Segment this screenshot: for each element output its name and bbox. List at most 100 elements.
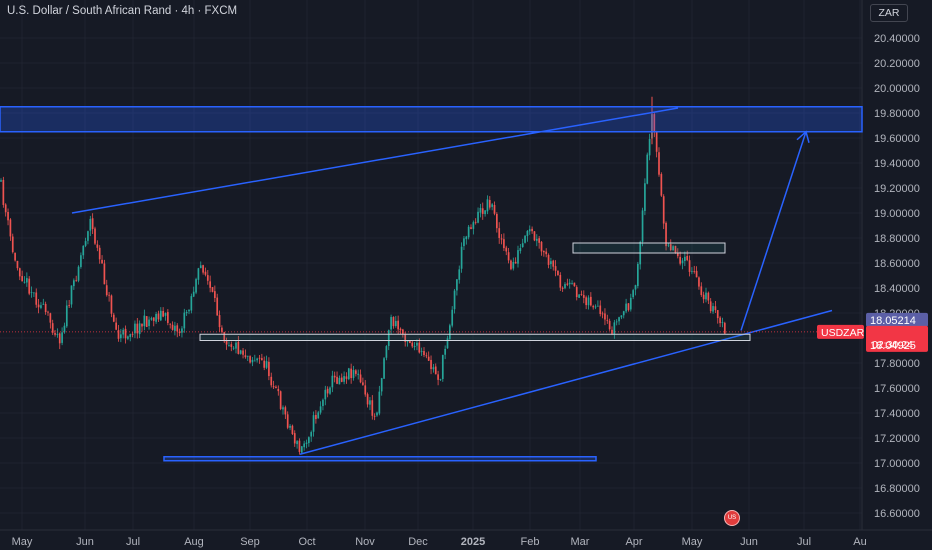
candle <box>434 363 437 375</box>
candle-body <box>298 440 301 452</box>
candle <box>204 267 207 277</box>
candle <box>484 210 486 217</box>
candle <box>488 196 491 210</box>
candle <box>73 278 75 290</box>
candle <box>355 369 357 377</box>
upper-trendline[interactable] <box>71 107 679 214</box>
candle-body <box>557 270 559 276</box>
candle <box>582 290 585 304</box>
time-axis[interactable]: May Jun Jul Aug Sep Oct Nov Dec 2025 Feb Mar Apr May… <box>12 536 867 548</box>
candle <box>618 316 620 325</box>
candle-body <box>75 280 78 282</box>
candle <box>566 278 569 287</box>
candle-body <box>108 294 110 296</box>
candle <box>101 255 103 264</box>
price-tick-label: 20.20000 <box>874 58 920 70</box>
candle <box>531 226 533 234</box>
candle-body <box>721 322 724 324</box>
support-zone-bottom[interactable] <box>163 456 597 462</box>
candle <box>108 291 110 302</box>
projection-arrow[interactable] <box>740 131 807 331</box>
candle-body <box>129 334 132 337</box>
price-tick-label: 17.60000 <box>874 383 920 395</box>
candle <box>691 267 693 275</box>
candle-body <box>300 446 303 453</box>
candle <box>291 424 294 436</box>
candle <box>601 311 604 319</box>
candle <box>465 235 468 245</box>
candle <box>524 235 526 244</box>
candle-body <box>437 374 439 380</box>
price-axis[interactable]: 20.40000 20.20000 20.00000 19.80000 19.60000… <box>874 33 920 520</box>
candle-body <box>413 345 416 348</box>
candle <box>232 346 235 351</box>
time-tick-label: Jul <box>126 536 140 548</box>
candle <box>157 310 160 322</box>
candle <box>575 285 578 301</box>
drawings[interactable] <box>0 106 863 462</box>
candle <box>249 355 251 364</box>
candle <box>338 375 341 385</box>
candle <box>21 270 23 282</box>
candle <box>420 347 423 356</box>
candle-body <box>674 245 677 254</box>
projection-arrow-head[interactable] <box>796 130 810 143</box>
candle <box>11 233 14 254</box>
candle-body <box>416 342 418 346</box>
candle-body <box>698 277 700 287</box>
candle-body <box>364 385 367 395</box>
support-zone-mid[interactable] <box>199 333 751 341</box>
candle <box>460 242 463 273</box>
candle-body <box>181 328 183 333</box>
price-tick-label: 19.60000 <box>874 133 920 145</box>
candle <box>369 397 371 411</box>
candle-body <box>40 305 42 308</box>
candle <box>411 339 414 349</box>
candle <box>387 329 390 351</box>
candle <box>491 203 493 211</box>
price-tick-label: 17.20000 <box>874 433 920 445</box>
candle-body <box>653 114 656 133</box>
candle <box>176 323 179 338</box>
candle-body <box>371 400 374 416</box>
candle-body <box>143 315 146 327</box>
symbol-tag: USDZAR <box>821 327 865 339</box>
candle-body <box>136 323 139 334</box>
price-tick-label: 19.80000 <box>874 108 920 120</box>
time-tick-label: Au <box>853 536 866 548</box>
candle <box>192 286 195 298</box>
resistance-zone-small[interactable] <box>572 242 726 254</box>
price-tick-label: 19.00000 <box>874 208 920 220</box>
currency-button[interactable]: ZAR <box>870 4 908 22</box>
candle-body <box>573 282 576 287</box>
candle <box>289 423 291 431</box>
candle <box>688 255 691 277</box>
candle <box>26 272 28 287</box>
candle <box>458 265 461 284</box>
candle <box>667 243 670 248</box>
candle <box>606 314 609 324</box>
candle-body <box>552 260 555 267</box>
us-flag-icon[interactable]: US <box>724 510 740 526</box>
candle <box>277 385 280 396</box>
candle <box>134 320 136 339</box>
candle-body <box>58 333 61 344</box>
candle <box>545 248 548 258</box>
candle-body <box>432 367 435 370</box>
candle-body <box>7 211 9 221</box>
candle <box>700 282 703 297</box>
candle-body <box>195 279 197 293</box>
candle <box>622 310 625 319</box>
candle <box>178 328 181 337</box>
candle <box>308 436 310 447</box>
candle-body <box>676 252 679 257</box>
candle <box>698 276 700 290</box>
candle <box>507 248 510 264</box>
candle <box>681 257 684 270</box>
candle-body <box>387 330 390 346</box>
candle <box>528 225 531 235</box>
candle <box>112 312 115 323</box>
resistance-zone[interactable] <box>0 106 863 133</box>
candle-body <box>608 320 611 330</box>
